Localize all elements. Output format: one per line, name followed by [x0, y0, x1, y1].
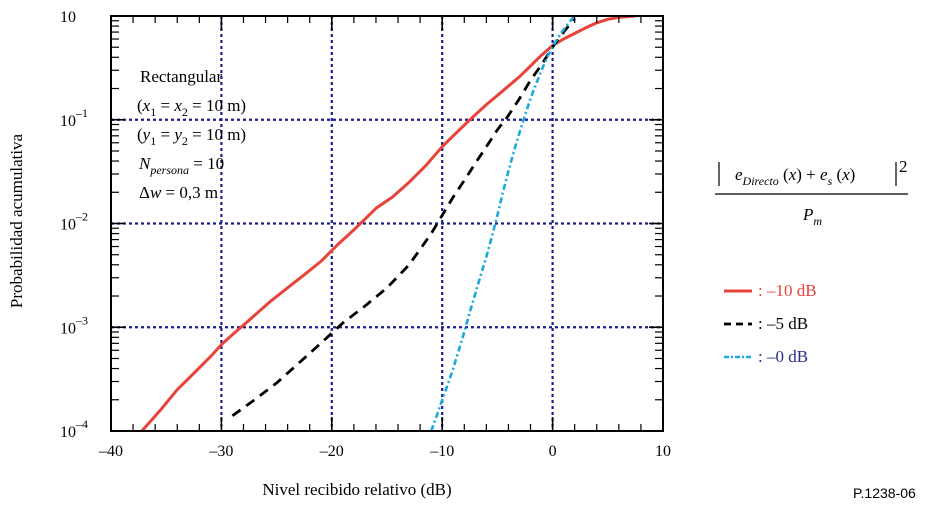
annotation-npersona: Npersona = 10 [138, 154, 224, 177]
x-tick-label: –10 [429, 443, 454, 460]
series-line-0 [140, 16, 636, 431]
y-tick-labels: 10–4 10–3 10–2 10–1 10 [60, 9, 88, 441]
legend-label-2: : –0 dB [758, 347, 808, 366]
y-tick-label: 10–2 [60, 210, 88, 234]
x-tick-label: 0 [549, 443, 557, 460]
y-axis-title: Probabilidad acumulativa [7, 133, 26, 308]
formula: eDirecto (x) + es (x) 2 Pm [715, 157, 908, 228]
x-tick-label: 10 [655, 443, 671, 460]
y-tick-label: 10–3 [60, 313, 88, 337]
legend-label-1: : –5 dB [758, 314, 808, 333]
x-axis-title: Nivel recibido relativo (dB) [262, 480, 451, 499]
formula-denominator: Pm [802, 205, 822, 228]
y-tick-label: 10–1 [60, 106, 88, 130]
legend-label-0: : –10 dB [758, 281, 817, 300]
annotation-rectangular: Rectangular [140, 67, 222, 86]
series-group [140, 16, 636, 431]
grid [111, 16, 663, 431]
x-tick-labels: –40 –30 –20 –10 0 10 [98, 443, 671, 460]
x-tick-label: –20 [319, 443, 344, 460]
formula-exponent: 2 [899, 157, 908, 176]
reference-code: P.1238-06 [853, 485, 916, 501]
formula-numerator: eDirecto (x) + es (x) [735, 165, 855, 188]
annotation-y: (y1 = y2 = 10 m) [137, 125, 246, 148]
annotation-box: Rectangular (x1 = x2 = 10 m) (y1 = y2 = … [137, 67, 246, 202]
x-tick-label: –30 [208, 443, 233, 460]
x-tick-label: –40 [98, 443, 123, 460]
series-line-1 [231, 17, 576, 417]
legend: : –10 dB : –5 dB : –0 dB [724, 281, 817, 366]
annotation-x: (x1 = x2 = 10 m) [137, 96, 246, 119]
y-tick-label: 10–4 [60, 417, 88, 441]
tick-marks [110, 15, 664, 432]
series-line-2 [429, 16, 576, 431]
y-tick-label: 10 [60, 9, 76, 26]
annotation-deltaw: Δw = 0,3 m [139, 183, 218, 202]
